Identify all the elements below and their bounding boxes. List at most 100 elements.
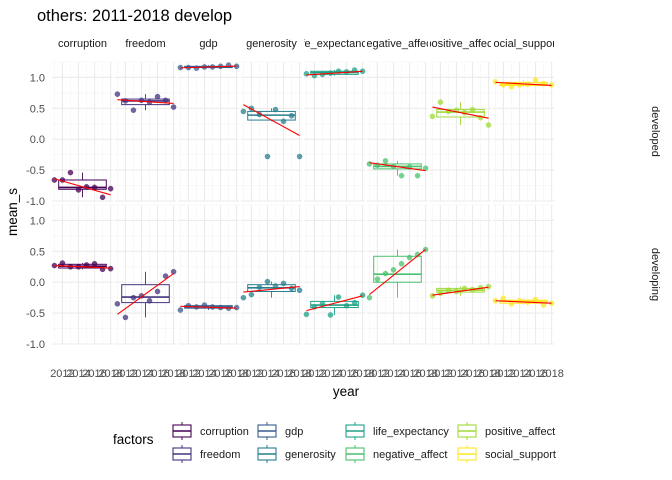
y-tick-label: -1.0 xyxy=(26,196,45,208)
x-tick-label: 2016 xyxy=(271,368,295,380)
data-point xyxy=(366,161,373,167)
data-point xyxy=(288,112,295,119)
column-strip-label: life_expectancy xyxy=(297,38,373,50)
series-developing-positive_affect xyxy=(429,283,492,299)
legend-label: positive_affect xyxy=(485,426,555,438)
data-point xyxy=(382,158,389,164)
data-point xyxy=(240,294,247,301)
x-tick-label: 2014 xyxy=(318,368,342,380)
fit-line xyxy=(54,178,111,196)
y-axis-label: mean_s xyxy=(5,188,20,236)
data-point xyxy=(500,295,507,302)
column-strip-label: social_support xyxy=(488,38,559,50)
legend-label: corruption xyxy=(200,426,249,438)
fit-line xyxy=(306,70,363,76)
x-axis-label: year xyxy=(333,384,360,399)
data-point xyxy=(122,314,129,321)
panel-background xyxy=(115,62,176,201)
fit-line xyxy=(306,295,363,312)
x-tick-label: 2018 xyxy=(98,368,122,380)
x-tick-label: 2012 xyxy=(365,368,389,380)
column-strip-label: positive_affect xyxy=(425,38,495,50)
fit-line xyxy=(117,99,174,104)
legend-entry-corruption: corruption xyxy=(172,422,249,440)
fit-line xyxy=(180,65,237,69)
legend-label: freedom xyxy=(200,449,240,461)
data-point xyxy=(311,72,318,79)
row-strip-label: developing xyxy=(649,248,661,301)
panel-background xyxy=(493,205,554,344)
column-strip-label: negative_affect xyxy=(360,38,434,50)
column-strip-label: gdp xyxy=(199,38,217,50)
panel-developed-negative_affect xyxy=(367,61,428,202)
fit-line xyxy=(243,104,300,136)
data-point xyxy=(99,194,106,201)
data-point xyxy=(130,294,137,301)
data-point xyxy=(83,262,90,268)
column-strip-label: corruption xyxy=(58,38,107,50)
legend-entry-life_expectancy: life_expectancy xyxy=(345,422,449,440)
facet-grid: corruption freedom gdp generosity life_expec… xyxy=(26,38,661,380)
x-tick-label: 2012 xyxy=(50,368,74,380)
x-tick-label: 2012 xyxy=(428,368,452,380)
x-tick-label: 2012 xyxy=(176,368,200,380)
data-point xyxy=(146,298,153,304)
x-tick-label: 2014 xyxy=(192,368,216,380)
legend-entry-gdp: gdp xyxy=(257,422,303,440)
data-point xyxy=(382,270,389,277)
fit-line xyxy=(369,249,426,296)
data-point xyxy=(532,296,539,303)
x-tick-label: 2016 xyxy=(460,368,484,380)
series-developed-positive_affect xyxy=(429,99,492,128)
data-point xyxy=(154,288,161,295)
data-point xyxy=(193,65,200,71)
panel-developed-positive_affect xyxy=(430,61,491,202)
y-tick-label: 0.0 xyxy=(30,277,45,289)
row-strip-label: developed xyxy=(649,106,661,157)
legend-entry-social_support: social_support xyxy=(457,445,556,463)
data-point xyxy=(366,294,373,301)
panel-developing-life_expectancy xyxy=(304,204,365,345)
fit-line xyxy=(54,264,111,269)
data-point xyxy=(288,285,295,292)
panel-background xyxy=(304,62,365,201)
series-developing-corruption xyxy=(51,260,114,272)
data-point xyxy=(67,169,74,176)
data-point xyxy=(469,106,476,113)
data-point xyxy=(138,97,145,104)
chart-title: others: 2011-2018 develop xyxy=(37,7,232,25)
y-tick-label: 1.0 xyxy=(30,72,45,84)
series-developing-freedom xyxy=(114,268,177,321)
data-point xyxy=(185,302,192,309)
data-point xyxy=(107,265,114,272)
series-developing-negative_affect xyxy=(366,246,429,301)
data-point xyxy=(75,187,82,193)
data-point xyxy=(335,294,342,300)
series-developed-gdp xyxy=(177,62,240,71)
fit-line xyxy=(369,162,426,172)
data-point xyxy=(406,254,413,261)
x-tick-label: 2016 xyxy=(208,368,232,380)
x-tick-label: 2012 xyxy=(302,368,326,380)
panel-developed-freedom xyxy=(115,61,176,202)
data-point xyxy=(138,293,145,299)
series-developed-freedom xyxy=(114,91,177,113)
panel-developing-corruption xyxy=(52,204,113,345)
x-tick-label: 2014 xyxy=(444,368,468,380)
panel-developing-positive_affect xyxy=(430,204,491,345)
panel-background xyxy=(367,62,428,201)
x-tick-label: 2012 xyxy=(491,368,515,380)
panel-background xyxy=(52,205,113,344)
data-point xyxy=(107,185,114,192)
panel-developing-generosity xyxy=(241,204,302,345)
data-point xyxy=(91,260,98,267)
legend-label: generosity xyxy=(285,449,336,461)
data-point xyxy=(422,165,429,172)
data-point xyxy=(429,113,436,120)
data-point xyxy=(359,292,366,298)
panel-developing-social_support xyxy=(493,204,554,345)
panel-background xyxy=(304,205,365,344)
legend-label: life_expectancy xyxy=(373,426,449,438)
data-point xyxy=(51,177,58,183)
